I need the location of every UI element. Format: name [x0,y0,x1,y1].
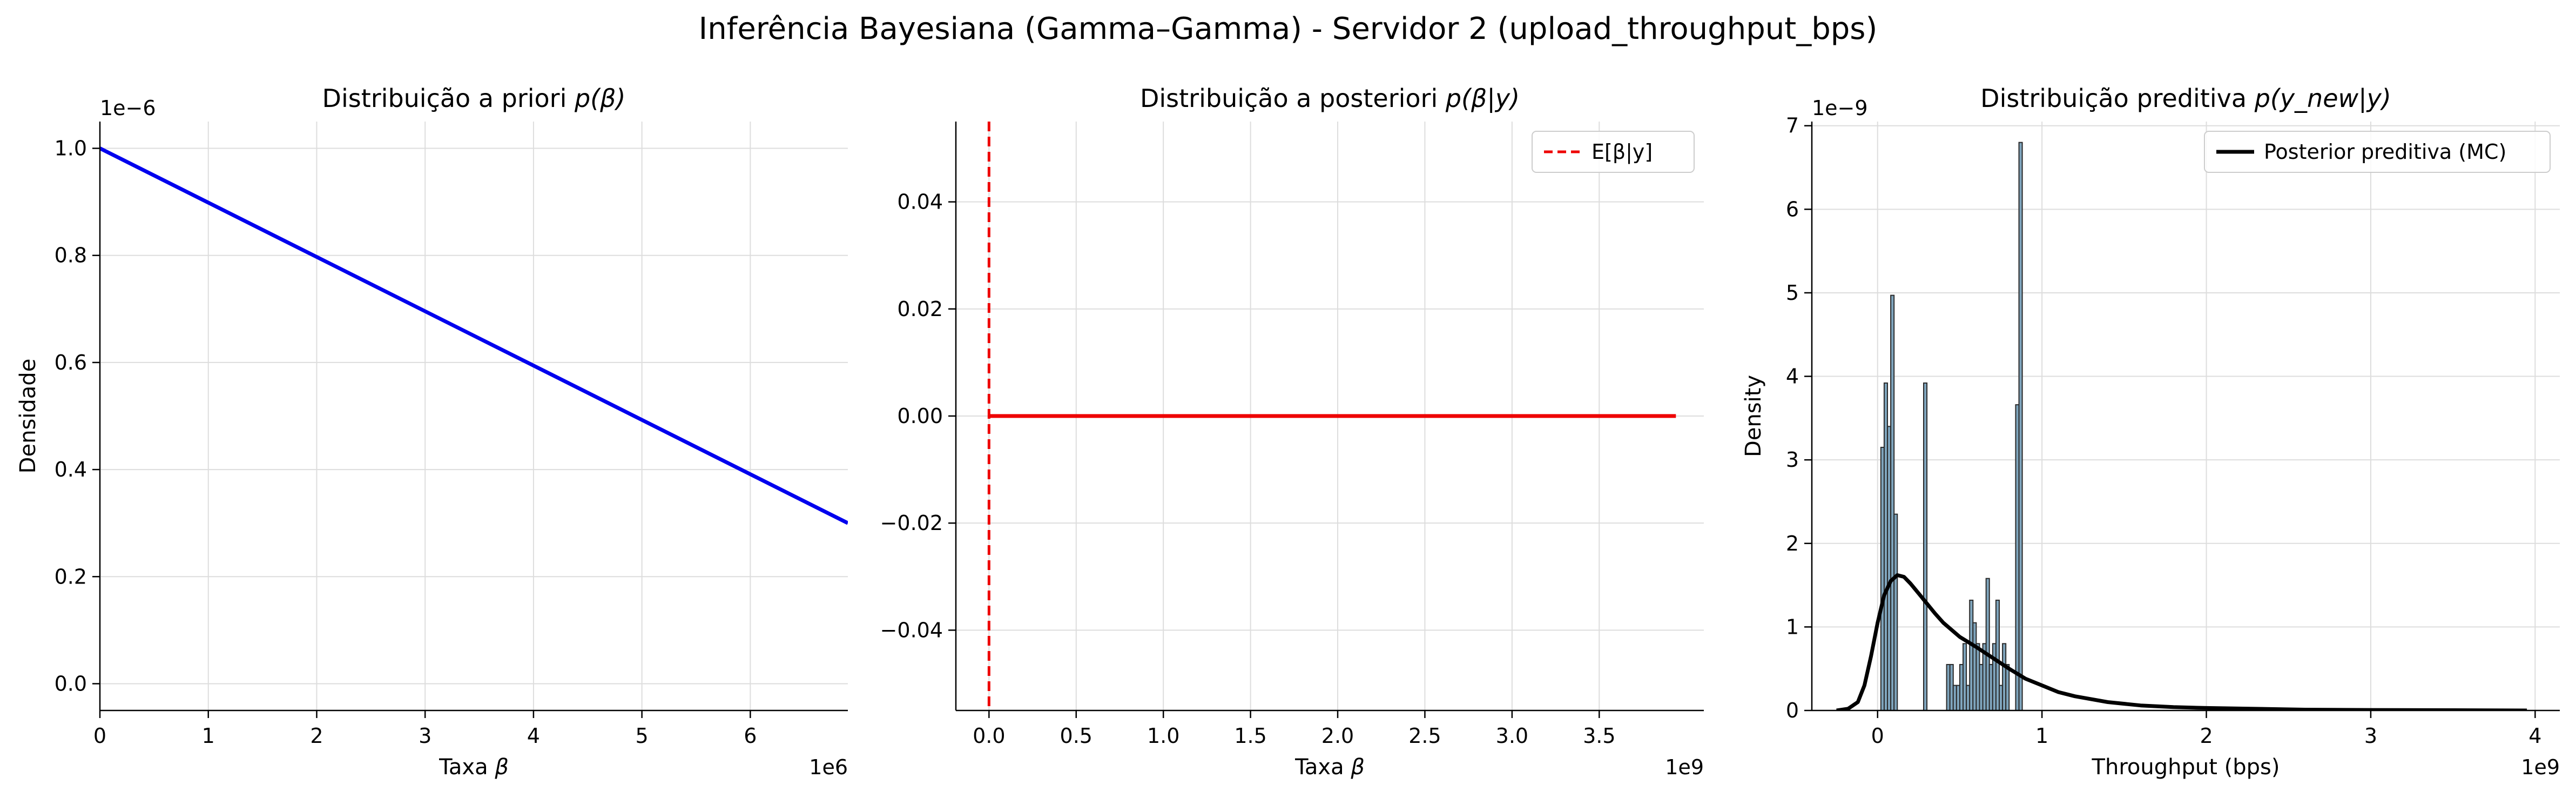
x-tick-label: 3 [2364,724,2377,748]
figure-title: Inferência Bayesiana (Gamma–Gamma) - Ser… [699,11,1878,46]
y-tick-label: 0.04 [897,190,943,214]
x-tick-label: 5 [636,724,649,748]
y-tick-label: 0.4 [55,458,87,481]
legend-frame [2204,131,2551,173]
panel-title: Distribuição a priori p(β) [322,84,626,113]
x-tick-label: 2 [310,724,323,748]
x-tick-label: 2 [2200,724,2213,748]
plot-area [987,122,1676,710]
x-tick-label: 2.5 [1408,724,1441,748]
y-tick-label: 0.00 [897,404,943,428]
x-tick-label: 4 [2528,724,2541,748]
y-tick-label: 0.8 [55,244,87,267]
y-tick-label: 4 [1786,365,1799,388]
x-axis-label: Throughput (bps) [2092,755,2280,780]
y-tick-label: 1 [1786,615,1799,639]
panel-title-text: Distribuição a posteriori [1140,84,1446,113]
x-axis-label-text: Throughput (bps) [2092,755,2280,780]
histogram-bar [1893,513,1898,710]
histogram-bar [1923,382,1928,710]
x-tick-label: 3.0 [1496,724,1528,748]
x-axis-label-math: β [494,755,509,780]
x-tick-label: 0.0 [973,724,1005,748]
x-tick-label: 1 [2035,724,2048,748]
y-offset-text: 1e−9 [1812,96,1868,120]
series-line [100,146,848,525]
histogram-bar [2018,142,2023,710]
y-tick-label: 2 [1786,532,1799,555]
y-axis-label: Densidade [16,359,41,474]
predictive-panel: 0 1 2 3 4 0 1 2 3 4 5 6 7 Distribuição preditiva p(y_… [1741,84,2560,780]
y-tick-label: 7 [1786,114,1799,138]
x-tick-label: 0.5 [1060,724,1093,748]
x-tick-label: 4 [527,724,540,748]
x-tick-label: 0 [1871,724,1884,748]
y-tick-label: 0.6 [55,351,87,374]
posterior-panel: 0.0 0.5 1.0 1.5 2.0 2.5 3.0 3.5 −0.04 −0.02 0.00 0.… [880,84,1704,780]
panel-title: Distribuição a posteriori p(β|y) [1140,84,1520,113]
x-tick-label: 6 [744,724,757,748]
y-tick-label: 1.0 [55,137,87,160]
x-axis-label: Taxa β [1294,755,1365,780]
x-axis-label: Taxa β [439,755,509,780]
legend-label: E[β|y] [1592,140,1653,164]
x-axis-label-math: β [1350,755,1365,780]
plot-area [1836,142,2527,710]
histogram-bar [1995,599,2000,710]
y-tick-label: 6 [1786,197,1799,221]
panel-title: Distribuição preditiva p(y_new|y) [1980,84,2391,113]
panel-title-text: Distribuição a priori [322,84,575,113]
legend-label: Posterior preditiva (MC) [2264,140,2506,164]
x-tick-label: 0 [93,724,106,748]
y-tick-label: 3 [1786,448,1799,472]
panel-title-math: p(y_new|y) [2254,84,2391,113]
x-offset-text: 1e9 [2521,755,2560,779]
plot-area [100,146,848,525]
histogram-bar [2005,663,2010,710]
panel-title-text: Distribuição preditiva [1980,84,2255,113]
x-offset-text: 1e9 [1665,755,1704,779]
panel-title-math: p(β) [574,84,625,113]
legend: Posterior preditiva (MC) [2204,131,2551,173]
y-tick-label: 5 [1786,281,1799,305]
y-tick-label: 0 [1786,699,1799,722]
y-offset-text: 1e−6 [100,96,156,120]
x-axis-label-text: Taxa [1294,755,1351,780]
x-tick-label: 1.5 [1234,724,1266,748]
x-tick-label: 2.0 [1321,724,1354,748]
y-tick-label: 0.0 [55,672,87,695]
x-tick-label: 1 [202,724,215,748]
x-tick-label: 1.0 [1147,724,1179,748]
x-tick-label: 3.5 [1583,724,1615,748]
x-tick-label: 3 [419,724,431,748]
panel-title-math: p(β|y) [1445,84,1520,113]
y-tick-label: 0.02 [897,297,943,321]
y-axis-label: Density [1741,375,1766,457]
x-offset-text: 1e6 [809,755,848,779]
legend: E[β|y] [1532,131,1695,173]
x-axis-label-text: Taxa [439,755,495,780]
y-tick-label: 0.2 [55,565,87,588]
y-tick-label: −0.02 [880,511,943,535]
y-tick-label: −0.04 [880,618,943,642]
histogram-bar [1985,578,1990,710]
series-line [1836,573,2527,710]
histogram-bar [1890,294,1895,710]
legend-frame [1532,131,1695,173]
prior-panel: 0 1 2 3 4 5 6 0.0 0.2 0.4 0.6 0.8 1.0 Distribuição a … [16,84,848,780]
